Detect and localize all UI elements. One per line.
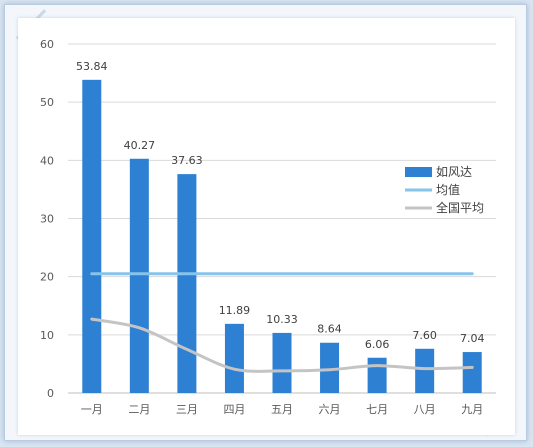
- x-tick-label: 九月: [461, 403, 483, 416]
- legend-swatch-bar: [405, 167, 432, 177]
- bar: [82, 79, 102, 394]
- bar-value-label: 53.84: [76, 60, 108, 73]
- bar: [462, 352, 482, 393]
- bar-value-label: 37.63: [171, 154, 203, 167]
- bar: [129, 158, 149, 393]
- bar-value-label: 8.64: [317, 323, 342, 336]
- bar: [272, 332, 292, 393]
- x-tick-label: 四月: [223, 403, 245, 416]
- series-lines: [90, 272, 474, 373]
- bar: [367, 357, 387, 393]
- bars: [82, 79, 482, 394]
- bar-value-label: 7.60: [412, 329, 437, 342]
- x-tick-label: 三月: [176, 403, 198, 416]
- legend-label: 均值: [436, 182, 460, 197]
- bar-value-label: 6.06: [365, 338, 390, 351]
- x-tick-label: 二月: [128, 403, 150, 416]
- y-tick-label: 0: [47, 387, 54, 400]
- bar: [177, 174, 197, 393]
- x-axis-ticks: 一月 二月 三月 四月 五月 六月 七月 八月 九月: [81, 403, 483, 416]
- y-tick-label: 40: [40, 154, 54, 167]
- x-tick-label: 八月: [414, 403, 436, 416]
- y-tick-label: 30: [40, 213, 54, 226]
- bar-value-label: 40.27: [124, 139, 156, 152]
- legend-label: 全国平均: [436, 200, 484, 215]
- x-tick-label: 六月: [319, 403, 341, 416]
- x-tick-label: 一月: [81, 403, 103, 416]
- y-axis-ticks: 0 10 20 30 40 50 60: [40, 38, 54, 400]
- bar: [224, 323, 244, 393]
- x-tick-label: 七月: [366, 403, 388, 416]
- bar-value-label: 7.04: [460, 332, 485, 345]
- x-tick-label: 五月: [271, 403, 293, 416]
- y-tick-label: 60: [40, 38, 54, 51]
- y-tick-label: 50: [40, 96, 54, 109]
- bar: [320, 342, 340, 393]
- y-tick-label: 20: [40, 271, 54, 284]
- bar-value-label: 10.33: [266, 313, 298, 326]
- national-average-line: [90, 317, 474, 373]
- data-labels: 53.84 40.27 37.63 11.89 10.33 8.64 6.06 7.60 7.0…: [76, 60, 484, 351]
- bar: [415, 348, 435, 393]
- bar-value-label: 11.89: [219, 304, 251, 317]
- y-tick-label: 10: [40, 329, 54, 342]
- legend-label: 如风达: [436, 164, 472, 179]
